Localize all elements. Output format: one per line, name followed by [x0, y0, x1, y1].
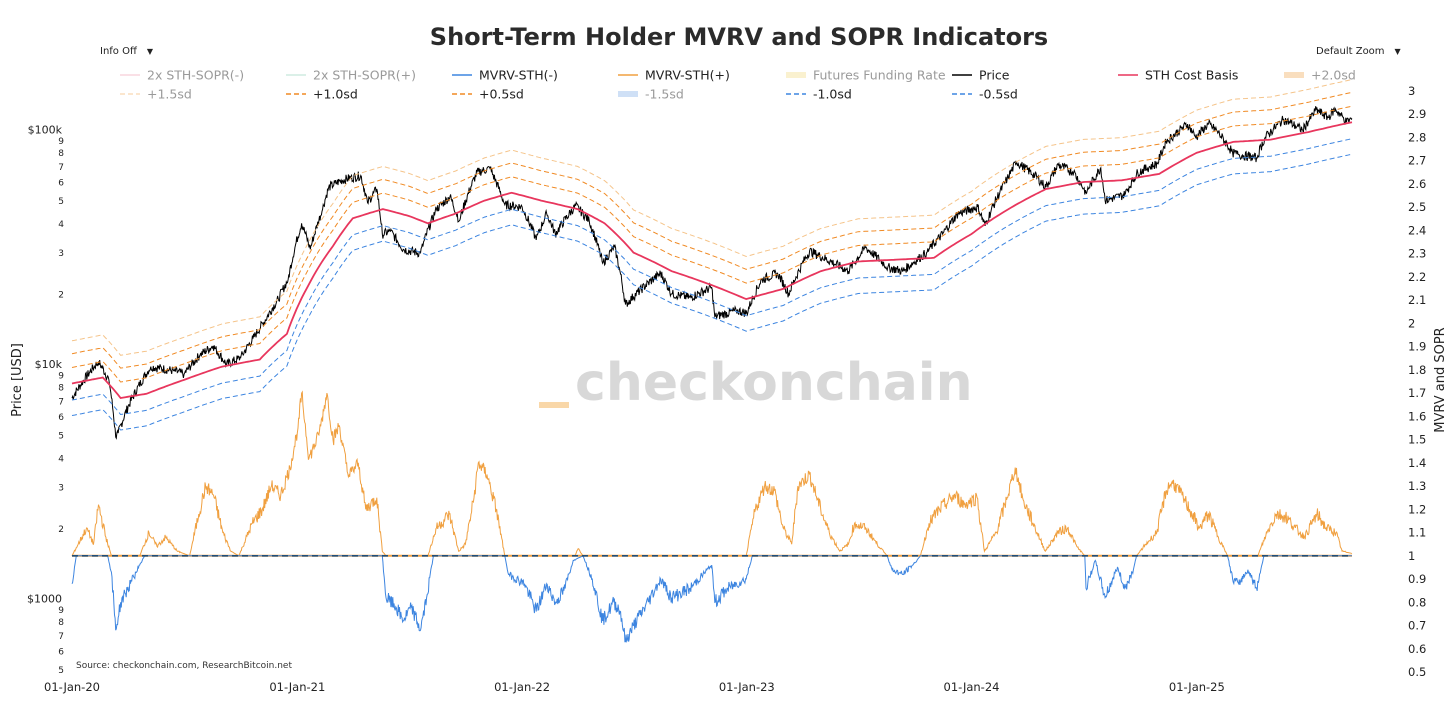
- left-tick-label: 9: [58, 137, 64, 147]
- x-tick-label: 01-Jan-22: [494, 680, 550, 694]
- chart-title: Short-Term Holder MVRV and SOPR Indicato…: [430, 23, 1048, 51]
- x-tick-label: 01-Jan-21: [269, 680, 325, 694]
- right-tick-label: 1.5: [1408, 433, 1426, 447]
- legend-label: MVRV-STH(-): [479, 68, 558, 83]
- left-tick-label: 8: [58, 149, 64, 159]
- right-tick-label: 2.8: [1408, 130, 1426, 144]
- zoom-select[interactable]: Default Zoom ▼: [1316, 46, 1401, 57]
- plot-area: [71, 79, 1353, 643]
- legend-label: +1.5sd: [147, 87, 192, 102]
- right-tick-label: 2.6: [1408, 177, 1426, 191]
- left-tick-label: 7: [58, 632, 64, 642]
- watermark: checkonchain: [539, 353, 973, 413]
- left-tick-label: 6: [58, 179, 64, 189]
- right-tick-label: 2.7: [1408, 154, 1426, 168]
- x-tick-label: 01-Jan-24: [944, 680, 1000, 694]
- left-tick-label: 4: [58, 454, 64, 464]
- left-tick-label: 6: [58, 648, 64, 658]
- left-tick-label: 4: [58, 220, 64, 230]
- left-tick-label: 5: [58, 197, 64, 207]
- left-tick-label: 2: [58, 290, 64, 300]
- left-tick-label: 9: [58, 606, 64, 616]
- left-tick-label: 5: [58, 432, 64, 442]
- x-tick-label: 01-Jan-20: [44, 680, 100, 694]
- left-tick-label: $100k: [28, 124, 63, 137]
- info-toggle[interactable]: Info Off ▼: [100, 46, 153, 57]
- right-tick-label: 2: [1408, 316, 1415, 330]
- legend-label: -0.5sd: [979, 87, 1018, 102]
- series--1-5sd: [71, 79, 1353, 356]
- right-tick-label: 1.1: [1408, 526, 1426, 540]
- series--0-5sd: [71, 105, 1353, 383]
- left-tick-label: 7: [58, 163, 64, 173]
- series--1-0sd: [71, 91, 1353, 369]
- legend-label: +1.0sd: [313, 87, 358, 102]
- watermark-text: checkonchain: [575, 353, 973, 413]
- right-tick-label: 0.5: [1408, 665, 1426, 679]
- left-tick-label: 8: [58, 384, 64, 394]
- left-tick-label: 6: [58, 413, 64, 423]
- series--0-5sd: [71, 138, 1353, 416]
- right-tick-label: 0.9: [1408, 572, 1426, 586]
- info-toggle-label: Info Off: [100, 46, 137, 57]
- right-axis-title: MVRV and SOPR: [1433, 327, 1448, 432]
- legend-label: -1.0sd: [813, 87, 852, 102]
- left-tick-label: 5: [58, 666, 64, 676]
- legend-label: Price: [979, 68, 1010, 83]
- watermark-underscore: [539, 402, 569, 408]
- right-tick-label: 2.1: [1408, 293, 1426, 307]
- left-axis-title: Price [USD]: [10, 343, 25, 417]
- series-price: [71, 106, 1353, 440]
- right-tick-label: 1.8: [1408, 363, 1426, 377]
- legend-label: Futures Funding Rate: [813, 68, 946, 83]
- right-tick-label: 2.9: [1408, 107, 1426, 121]
- right-tick-label: 2.3: [1408, 247, 1426, 261]
- right-tick-label: 1.4: [1408, 456, 1426, 470]
- left-tick-label: 9: [58, 372, 64, 382]
- x-tick-label: 01-Jan-23: [719, 680, 775, 694]
- zoom-select-label: Default Zoom: [1316, 46, 1385, 57]
- left-tick-label: $10k: [35, 358, 63, 371]
- right-tick-label: 2.5: [1408, 200, 1426, 214]
- left-tick-label: 3: [58, 249, 64, 259]
- right-tick-label: 0.7: [1408, 619, 1426, 633]
- right-tick-label: 0.6: [1408, 642, 1426, 656]
- chevron-down-icon: ▼: [1394, 47, 1401, 56]
- legend-label: STH Cost Basis: [1145, 68, 1238, 83]
- series--1-0sd: [71, 153, 1353, 431]
- legend: 2x STH-SOPR(-) 2x STH-SOPR(+) MVRV-STH(-) M…: [120, 68, 1356, 102]
- right-tick-label: 3: [1408, 84, 1415, 98]
- legend-label: -1.5sd: [645, 87, 684, 102]
- legend-label: 2x STH-SOPR(-): [147, 68, 244, 83]
- right-axis: 3 2.9 2.8 2.7 2.6 2.5 2.4 2.3 2.2 2.1 2 1.9 1.8 1.7 1.…: [1408, 84, 1426, 679]
- legend-label: +0.5sd: [479, 87, 524, 102]
- left-tick-label: 3: [58, 484, 64, 494]
- right-tick-label: 0.8: [1408, 595, 1426, 609]
- series-sth-cost-basis: [71, 121, 1353, 399]
- left-tick-label: 8: [58, 618, 64, 628]
- x-tick-label: 01-Jan-25: [1169, 680, 1225, 694]
- right-tick-label: 1.2: [1408, 502, 1426, 516]
- right-tick-label: 2.2: [1408, 270, 1426, 284]
- right-tick-label: 1.3: [1408, 479, 1426, 493]
- right-tick-label: 1.6: [1408, 409, 1426, 423]
- legend-label: MVRV-STH(+): [645, 68, 730, 83]
- legend-label: +2.0sd: [1311, 68, 1356, 83]
- legend-label: 2x STH-SOPR(+): [313, 68, 416, 83]
- right-tick-label: 1.9: [1408, 340, 1426, 354]
- left-tick-label: 7: [58, 397, 64, 407]
- series-mvrv-sth-plus: [71, 390, 1353, 557]
- source-note: Source: checkonchain.com, ResearchBitcoi…: [76, 661, 292, 671]
- x-axis: 01-Jan-20 01-Jan-21 01-Jan-22 01-Jan-23 01-J…: [44, 680, 1225, 694]
- chevron-down-icon: ▼: [146, 47, 154, 56]
- series-mvrv-sth-minus: [71, 555, 1352, 643]
- right-tick-label: 1: [1408, 549, 1415, 563]
- left-tick-label: $1000: [27, 593, 62, 606]
- right-tick-label: 1.7: [1408, 386, 1426, 400]
- left-tick-label: 2: [58, 525, 64, 535]
- right-tick-label: 2.4: [1408, 223, 1426, 237]
